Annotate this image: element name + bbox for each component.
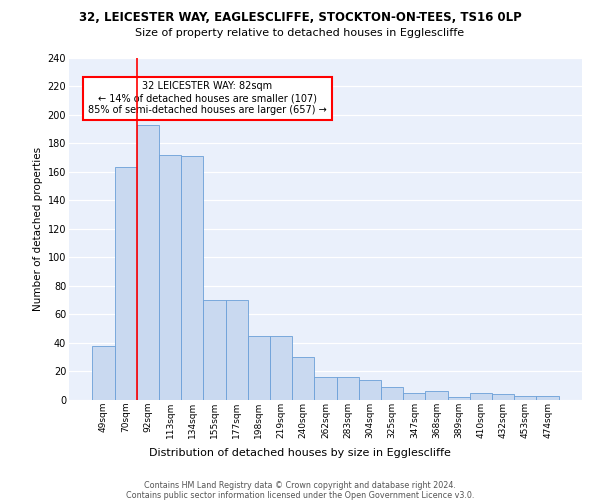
Bar bbox=[403, 393, 425, 400]
Bar bbox=[337, 377, 359, 400]
Bar bbox=[359, 380, 381, 400]
Bar bbox=[536, 396, 559, 400]
Text: 32 LEICESTER WAY: 82sqm
← 14% of detached houses are smaller (107)
85% of semi-d: 32 LEICESTER WAY: 82sqm ← 14% of detache… bbox=[88, 82, 327, 114]
Bar bbox=[248, 336, 270, 400]
Bar bbox=[270, 336, 292, 400]
Bar bbox=[181, 156, 203, 400]
Text: Size of property relative to detached houses in Egglescliffe: Size of property relative to detached ho… bbox=[136, 28, 464, 38]
Text: Distribution of detached houses by size in Egglescliffe: Distribution of detached houses by size … bbox=[149, 448, 451, 458]
Y-axis label: Number of detached properties: Number of detached properties bbox=[34, 146, 43, 311]
Bar bbox=[492, 394, 514, 400]
Bar bbox=[292, 357, 314, 400]
Bar bbox=[470, 393, 492, 400]
Text: Contains HM Land Registry data © Crown copyright and database right 2024.
Contai: Contains HM Land Registry data © Crown c… bbox=[126, 481, 474, 500]
Bar bbox=[226, 300, 248, 400]
Bar bbox=[203, 300, 226, 400]
Bar bbox=[314, 377, 337, 400]
Text: 32, LEICESTER WAY, EAGLESCLIFFE, STOCKTON-ON-TEES, TS16 0LP: 32, LEICESTER WAY, EAGLESCLIFFE, STOCKTO… bbox=[79, 11, 521, 24]
Bar bbox=[381, 387, 403, 400]
Bar bbox=[514, 396, 536, 400]
Bar bbox=[159, 154, 181, 400]
Bar bbox=[92, 346, 115, 400]
Bar bbox=[115, 168, 137, 400]
Bar bbox=[137, 124, 159, 400]
Bar bbox=[448, 397, 470, 400]
Bar bbox=[425, 392, 448, 400]
